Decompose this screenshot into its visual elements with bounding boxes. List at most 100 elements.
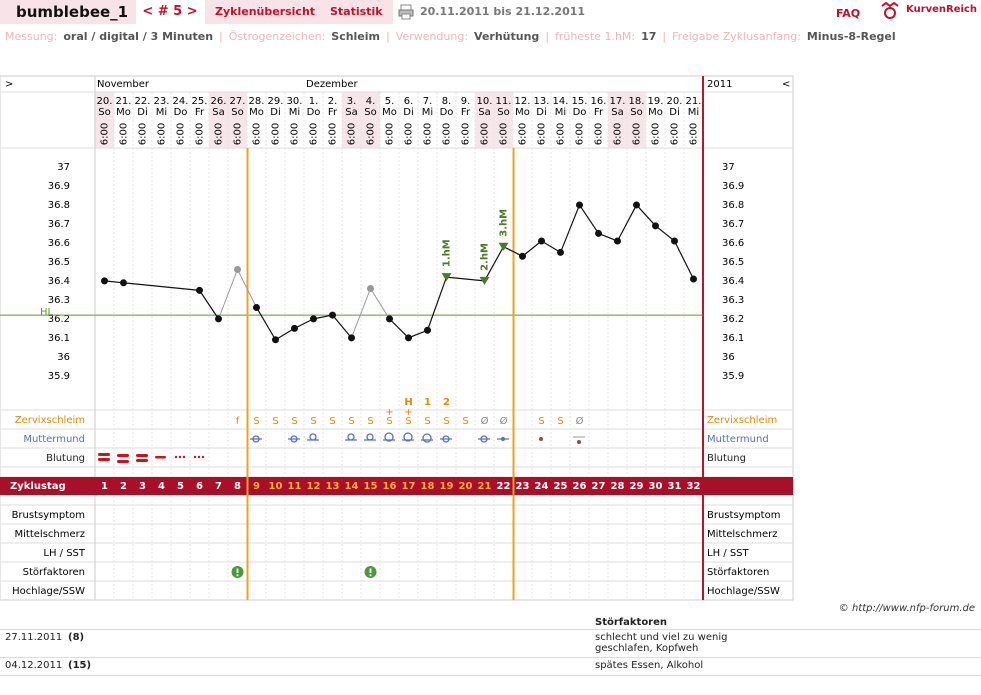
y-tick-label: 36 xyxy=(57,352,70,363)
weekday-label: Di xyxy=(137,107,147,118)
note-separator xyxy=(0,657,981,658)
faq-link[interactable]: FAQ xyxy=(836,7,861,20)
weekday-label: Mo xyxy=(382,107,397,118)
cover-line-label: HL xyxy=(40,307,54,318)
info-label: Östrogenzeichen: xyxy=(228,30,326,43)
date-label: 8. xyxy=(442,96,452,107)
time-label: 6:00 xyxy=(499,123,510,145)
hm-label: 3.hM xyxy=(499,209,510,237)
print-icon[interactable] xyxy=(398,4,414,20)
cycle-day: 30 xyxy=(649,481,663,492)
hm-label: 2.hM xyxy=(480,243,491,271)
temperature-point xyxy=(690,275,697,283)
cycle-day: 13 xyxy=(326,481,340,492)
info-label: Freigabe Zyklusanfang: xyxy=(672,30,801,43)
temperature-segment xyxy=(275,327,295,341)
info-value: 17 xyxy=(641,30,657,43)
date-label: 14. xyxy=(553,96,569,107)
cycle-day: 27 xyxy=(592,481,606,492)
cycle-day: 7 xyxy=(215,481,222,492)
mucus-symbol: S xyxy=(253,416,259,427)
weekday-label: Do xyxy=(307,107,321,118)
temperature-segment xyxy=(559,204,581,253)
weekday-label: Fr xyxy=(195,107,205,118)
info-value: Schleim xyxy=(331,30,381,43)
mucus-symbol: S xyxy=(348,416,354,427)
hm-label: 1.hM xyxy=(442,239,453,267)
cycle-day: 3 xyxy=(139,481,146,492)
y-tick-label: 36.8 xyxy=(48,200,70,211)
cycle-day: 31 xyxy=(668,481,682,492)
weekend-shade xyxy=(627,92,646,148)
y-tick-label: 36.6 xyxy=(48,238,70,249)
temperature-segment xyxy=(522,240,542,257)
weekday-label: Fr xyxy=(328,107,338,118)
cycle-nav[interactable]: < # 5 > xyxy=(142,4,198,19)
row-label-right: Brustsymptom xyxy=(707,510,780,521)
notes-title: Störfaktoren xyxy=(595,617,668,628)
row-label: Mittelschmerz xyxy=(15,529,85,540)
cycle-day: 16 xyxy=(383,481,397,492)
weekday-label: Fr xyxy=(594,107,604,118)
time-label: 6:00 xyxy=(309,123,320,145)
peak-label: 2 xyxy=(443,397,450,408)
temperature-point xyxy=(196,286,203,294)
time-label: 6:00 xyxy=(347,123,358,145)
row-label-right: Hochlage/SSW xyxy=(707,586,780,597)
hm-point xyxy=(498,242,509,251)
row-label: Brustsymptom xyxy=(12,510,85,521)
hm-point xyxy=(479,276,490,285)
y-tick-label-right: 37 xyxy=(722,162,735,173)
temperature-point xyxy=(671,237,678,245)
note-date: 04.12.2011 xyxy=(5,660,63,671)
weekday-label: Mo xyxy=(249,107,264,118)
time-label: 6:00 xyxy=(404,123,415,145)
cervix-dots xyxy=(501,436,585,444)
temperature-segment xyxy=(426,276,448,331)
y-tick-label: 36.4 xyxy=(48,276,70,287)
tab[interactable]: Zyklenübersicht xyxy=(205,0,326,24)
grid xyxy=(0,76,793,600)
weekday-label: Mo xyxy=(648,107,663,118)
date-label: 16. xyxy=(591,96,607,107)
time-label: 6:00 xyxy=(461,123,472,145)
y-tick-label: 36.9 xyxy=(48,181,70,192)
date-label: 19. xyxy=(648,96,664,107)
hm-point xyxy=(441,273,452,282)
temperature-segment xyxy=(389,318,409,339)
chart-frame xyxy=(0,75,794,601)
nav-right: < xyxy=(782,79,790,90)
cycle-day: 2 xyxy=(120,481,127,492)
time-label: 6:00 xyxy=(537,123,548,145)
excluded-point xyxy=(367,284,374,292)
cycle-day: 32 xyxy=(687,481,701,492)
time-label: 6:00 xyxy=(689,123,700,145)
cycle-day: 8 xyxy=(234,481,241,492)
logo-text: KurvenReich xyxy=(906,4,978,15)
logo-icon xyxy=(881,2,899,19)
excluded-segment xyxy=(370,288,390,320)
info-label: früheste 1.hM: xyxy=(555,30,636,43)
tab[interactable]: Statistik xyxy=(320,0,393,24)
y-tick-label: 36.5 xyxy=(48,257,70,268)
time-label: 6:00 xyxy=(290,123,301,145)
mucus-symbol: Ø xyxy=(576,415,584,427)
date-label: 25. xyxy=(192,96,208,107)
time-label: 6:00 xyxy=(556,123,567,145)
cycle-day: 1 xyxy=(101,481,108,492)
cycle-day: 6 xyxy=(196,481,203,492)
chart: >2011 <November Dezember20.So6:0021.Mo6:00… xyxy=(0,75,794,601)
excluded-segment xyxy=(218,269,238,320)
y-tick-label: 36.3 xyxy=(48,295,70,306)
time-label: 6:00 xyxy=(195,123,206,145)
date-label: 27. xyxy=(230,96,246,107)
info-separator: | xyxy=(219,30,223,43)
y-tick-label: 36.1 xyxy=(48,333,70,344)
temperature-point xyxy=(386,315,393,323)
y-tick-label-right: 36.9 xyxy=(722,181,744,192)
temperature-segment xyxy=(655,225,675,242)
temperature-point xyxy=(652,222,659,230)
y-tick-label: 37 xyxy=(57,162,70,173)
weekday-label: So xyxy=(630,107,642,118)
date-label: 10. xyxy=(477,96,493,107)
